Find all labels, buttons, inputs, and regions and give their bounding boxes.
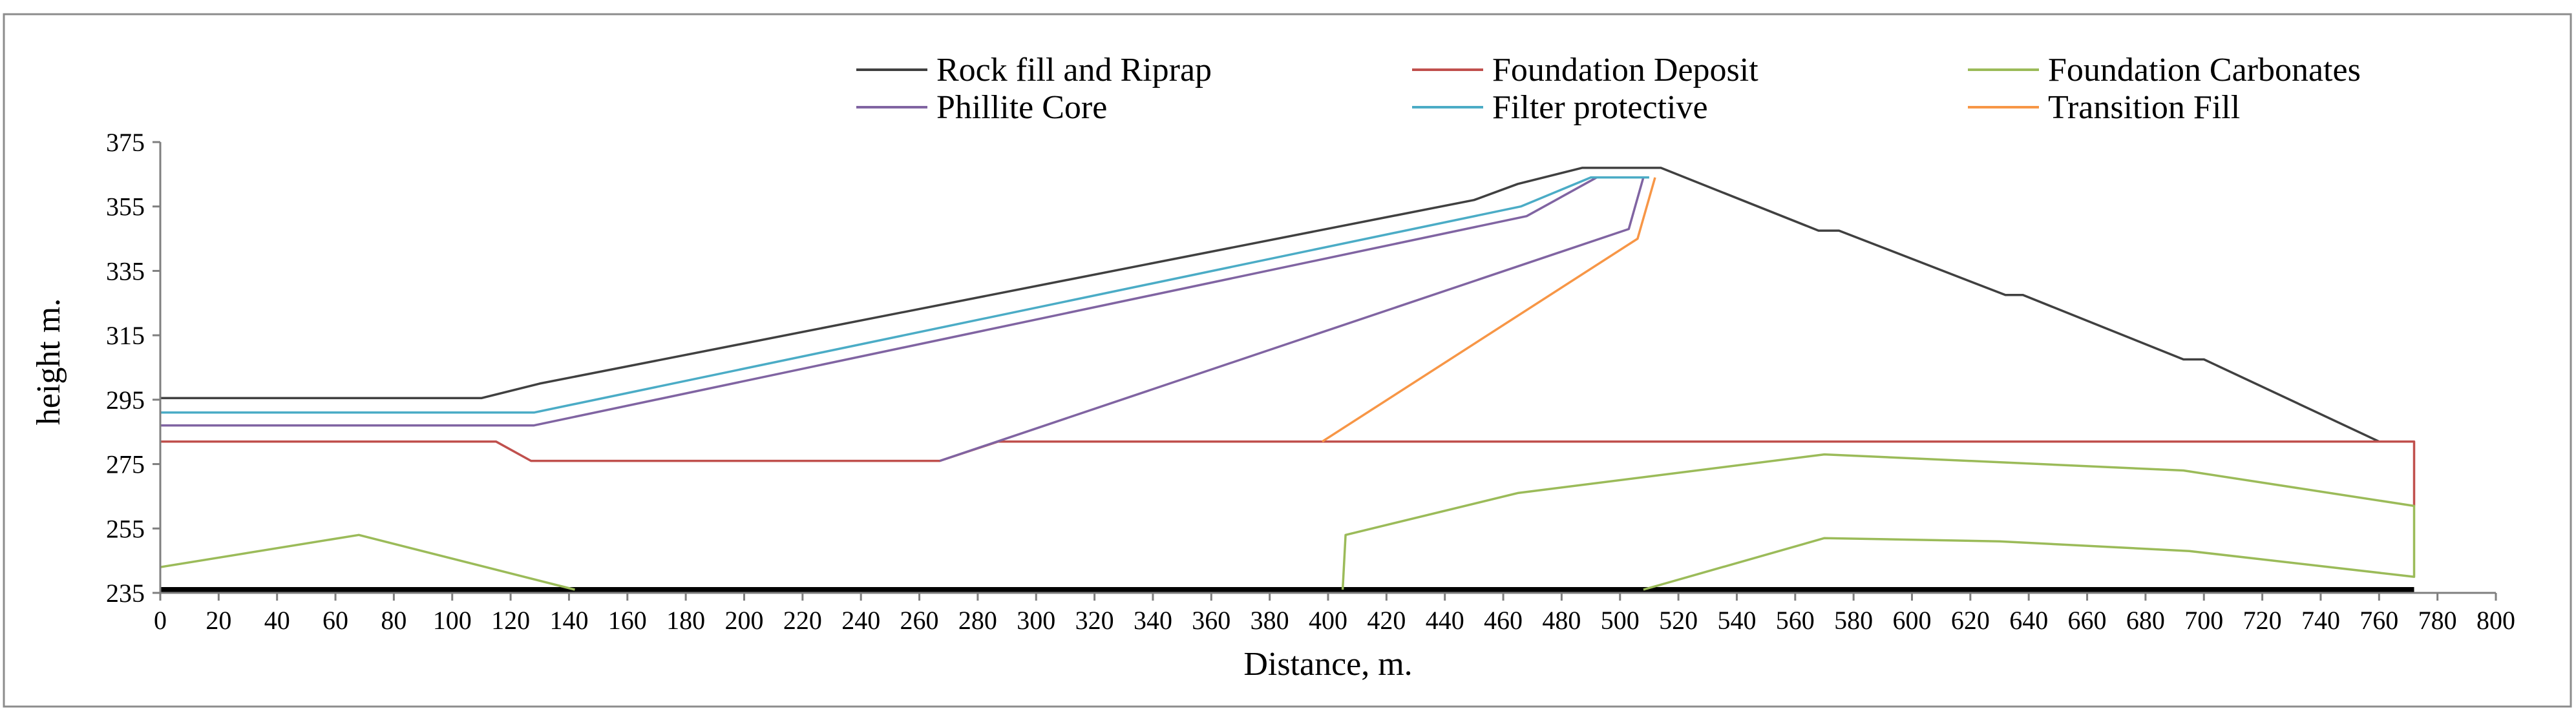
y-tick-label: 315	[106, 321, 145, 350]
x-tick-label: 420	[1367, 606, 1406, 635]
legend-item-phillite-core: Phillite Core	[856, 89, 1107, 126]
x-tick-label: 360	[1192, 606, 1230, 635]
x-tick-label: 500	[1601, 606, 1640, 635]
x-tick-label: 180	[666, 606, 705, 635]
series-line-phillite-core-2	[939, 177, 1645, 462]
y-tick-label: 235	[106, 579, 145, 608]
x-tick-label: 400	[1309, 606, 1347, 635]
legend-item-foundation-carbonates: Foundation Carbonates	[1968, 52, 2361, 88]
x-tick-label: 340	[1134, 606, 1172, 635]
x-tick-label: 220	[783, 606, 822, 635]
series-line-phillite-core-1	[160, 176, 1598, 427]
x-tick-label: 380	[1251, 606, 1289, 635]
x-tick-label: 120	[491, 606, 530, 635]
y-axis: 235 255 275 295 315 335 355 375	[106, 128, 162, 608]
legend-item-filter-protective: Filter protective	[1412, 89, 1708, 126]
y-tick-label: 275	[106, 450, 145, 479]
legend-label: Foundation Carbonates	[2048, 52, 2361, 88]
x-tick-label: 200	[725, 606, 764, 635]
legend-item-foundation-deposit: Foundation Deposit	[1412, 52, 1758, 88]
x-tick-label: 520	[1659, 606, 1698, 635]
x-tick-label: 640	[2009, 606, 2048, 635]
x-tick-label: 580	[1834, 606, 1873, 635]
legend-item-transition-fill: Transition Fill	[1968, 89, 2240, 126]
y-tick-label: 355	[106, 192, 145, 222]
legend: Rock fill and Riprap Foundation Deposit Fo…	[856, 52, 2361, 126]
legend-label: Foundation Deposit	[1492, 52, 1758, 88]
x-tick-label: 40	[264, 606, 290, 635]
series-line-filter-protective	[160, 176, 1649, 414]
x-tick-label: 20	[206, 606, 231, 635]
x-tick-label: 60	[322, 606, 348, 635]
x-tick-label: 480	[1542, 606, 1581, 635]
y-tick-label: 375	[106, 128, 145, 157]
legend-label: Filter protective	[1492, 89, 1708, 126]
x-tick-label: 100	[433, 606, 472, 635]
series-line-foundation-carbonates-1	[160, 533, 575, 591]
x-tick-label: 540	[1717, 606, 1756, 635]
x-tick-label: 0	[154, 606, 167, 635]
x-tick-label: 600	[1893, 606, 1932, 635]
x-tick-label: 800	[2476, 606, 2515, 635]
x-tick-label: 760	[2360, 606, 2398, 635]
x-tick-label: 740	[2301, 606, 2340, 635]
x-tick-label: 700	[2184, 606, 2223, 635]
x-tick-label: 620	[1951, 606, 1990, 635]
x-tick-label: 300	[1017, 606, 1055, 635]
plot-area	[160, 167, 2416, 593]
y-tick-label: 295	[106, 386, 145, 415]
x-tick-label: 140	[549, 606, 588, 635]
x-axis: 0 20 40 60 80 100 120 140 160 180 200 220 240 260 280 3…	[154, 592, 2515, 635]
x-tick-label: 160	[608, 606, 647, 635]
series-line-transition-fill	[1322, 177, 1656, 443]
x-tick-label: 440	[1426, 606, 1464, 635]
x-tick-label: 260	[900, 606, 939, 635]
x-tick-label: 720	[2243, 606, 2282, 635]
legend-label: Transition Fill	[2048, 89, 2240, 126]
x-tick-label: 460	[1484, 606, 1523, 635]
x-tick-label: 320	[1075, 606, 1114, 635]
x-tick-label: 280	[958, 606, 997, 635]
x-axis-title: Distance, m.	[1243, 646, 1412, 683]
series-line-rock-fill-and-riprap	[160, 167, 2380, 443]
legend-label: Phillite Core	[936, 89, 1107, 126]
x-tick-label: 680	[2126, 606, 2165, 635]
x-tick-label: 240	[841, 606, 880, 635]
x-tick-label: 560	[1776, 606, 1815, 635]
y-axis-title: height m.	[30, 298, 67, 425]
y-tick-label: 335	[106, 256, 145, 285]
x-tick-label: 80	[381, 606, 406, 635]
x-tick-label: 660	[2068, 606, 2107, 635]
x-tick-label: 780	[2418, 606, 2457, 635]
legend-item-rock-fill-and-riprap: Rock fill and Riprap	[856, 52, 1212, 88]
series-line-foundation-carbonates-2	[1341, 453, 2416, 591]
y-tick-label: 255	[106, 514, 145, 543]
legend-label: Rock fill and Riprap	[936, 52, 1212, 88]
